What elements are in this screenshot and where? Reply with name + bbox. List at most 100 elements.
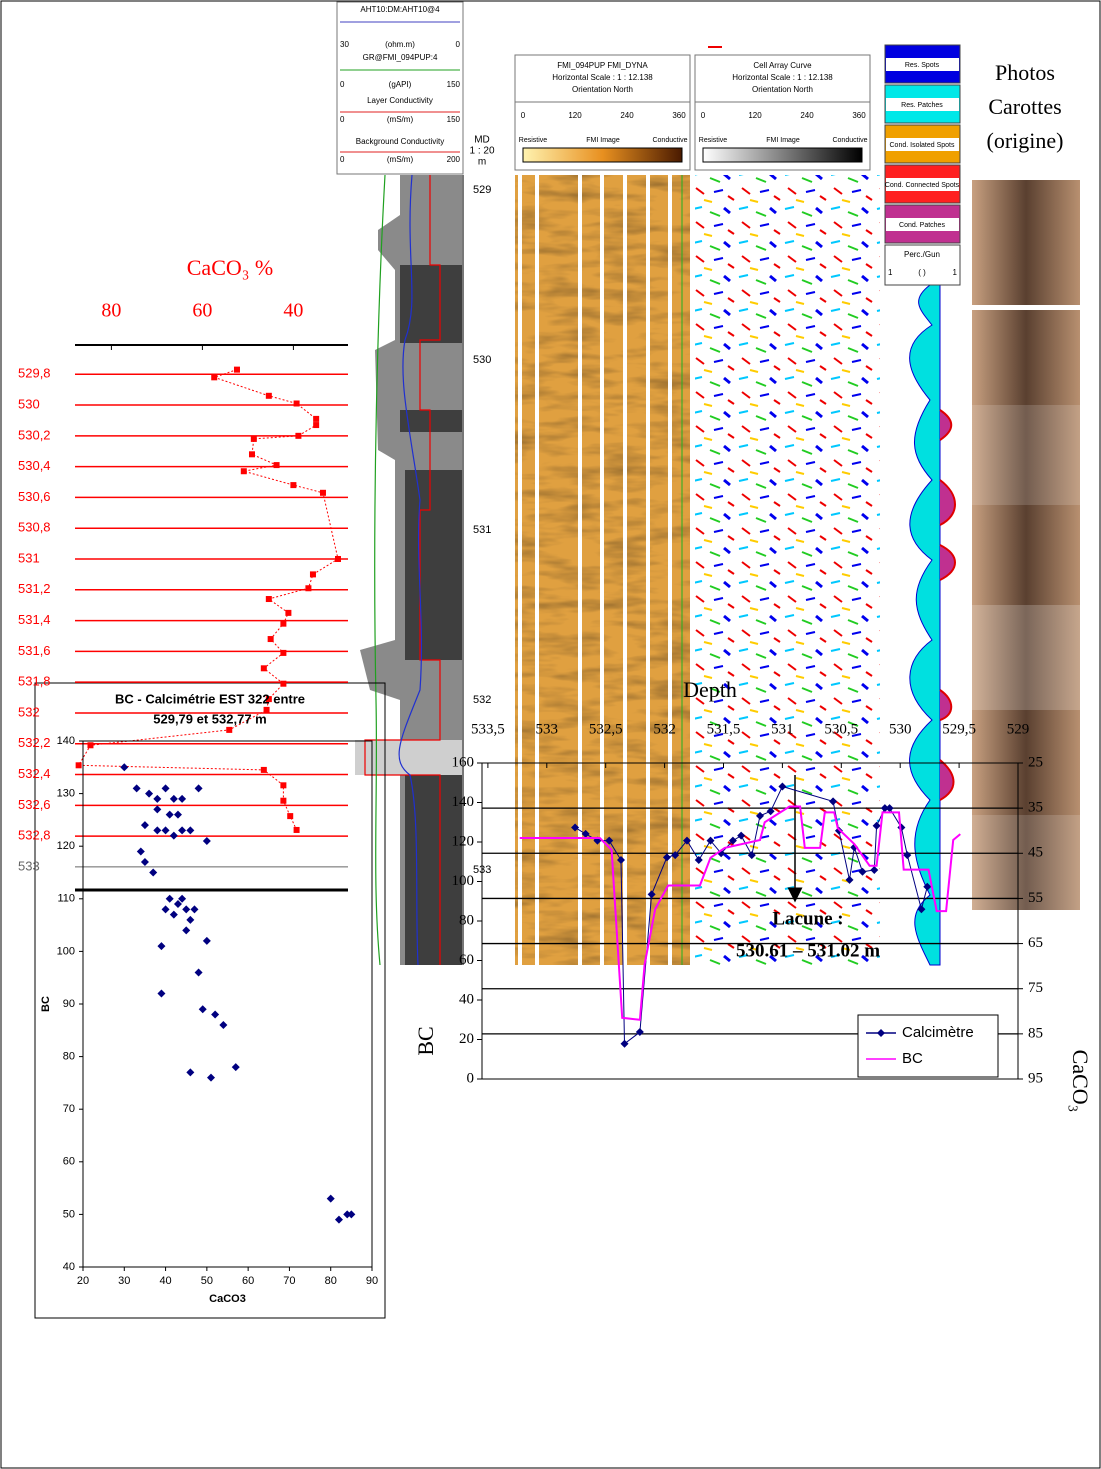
core-photo	[972, 605, 1080, 710]
md-label: MD	[474, 135, 490, 146]
cell-array	[695, 175, 880, 965]
image-header-legend: FMI Image	[766, 137, 800, 144]
x-tick-label: 50	[201, 1275, 213, 1287]
fmi-image	[515, 175, 690, 965]
image-header-scale: 120	[568, 111, 582, 120]
chart-title: CaCO₃ %	[187, 255, 274, 280]
class-label-box	[886, 218, 959, 231]
class-label: Cond. Connected Spots	[885, 182, 960, 189]
track-scale: 0	[340, 155, 345, 164]
track-scale: 150	[447, 80, 461, 89]
data-point	[233, 366, 240, 373]
res-curve	[909, 284, 941, 966]
y-tick-label: 120	[452, 833, 475, 849]
x-tick-label: 40	[159, 1275, 171, 1287]
data-point	[737, 831, 746, 840]
cond-curve	[939, 409, 956, 801]
data-point	[178, 794, 187, 803]
image-header-line: FMI_094PUP FMI_DYNA	[557, 61, 648, 70]
x-tick-label: 40	[283, 300, 303, 322]
data-point	[178, 894, 187, 903]
y-tick-label: 70	[63, 1103, 75, 1115]
image-header-scale: 360	[672, 111, 686, 120]
class-label-box	[886, 58, 959, 71]
class-label: Cond. Isolated Spots	[890, 142, 955, 149]
md-label: 1 : 20	[469, 146, 494, 157]
x-tick-label: 533,5	[471, 721, 505, 737]
data-point	[153, 805, 162, 814]
perc-scale: 1	[953, 268, 958, 277]
y2-tick-label: 25	[1028, 754, 1043, 770]
core-photo	[972, 815, 1080, 910]
data-point	[202, 936, 211, 945]
data-point	[326, 1194, 335, 1203]
y-tick-label: 531	[18, 550, 40, 565]
x-tick-label: 532,5	[589, 721, 623, 737]
image-header-line: Orientation North	[752, 85, 813, 94]
y2-tick-label: 45	[1028, 845, 1043, 861]
track-name: Layer Conductivity	[367, 96, 433, 105]
y-tick-label: 80	[63, 1051, 75, 1063]
image-header-legend: Resistive	[699, 137, 728, 144]
data-point	[198, 1005, 207, 1014]
gr-curve	[374, 174, 386, 966]
y2-tick-label: 65	[1028, 935, 1043, 951]
y-tick-label: 532,6	[18, 797, 51, 812]
data-point	[173, 900, 182, 909]
class-label: Res. Spots	[905, 62, 940, 69]
perc-scale: ( )	[918, 268, 926, 277]
track-scale: 0	[456, 40, 461, 49]
md-label: m	[478, 157, 486, 168]
y2-tick-label: 85	[1028, 1025, 1043, 1041]
image-header-scale: 240	[620, 111, 634, 120]
y-tick-label: 533	[18, 858, 40, 873]
data-point	[250, 435, 257, 442]
data-point	[671, 851, 680, 860]
x-tick-label: 532	[653, 721, 676, 737]
data-point	[140, 821, 149, 830]
perc-label: Perc./Gun	[904, 250, 940, 259]
y-tick-label: 60	[459, 952, 474, 968]
x-tick-label: 529	[1007, 721, 1030, 737]
data-point	[280, 680, 287, 687]
image-header-scale: 0	[701, 111, 706, 120]
x-tick-label: 80	[325, 1275, 337, 1287]
y-tick-label: 529,8	[18, 366, 51, 381]
log-depth-label: 532	[473, 694, 491, 706]
x-tick-label: 70	[283, 1275, 295, 1287]
data-point	[87, 742, 94, 749]
y-tick-label: 40	[63, 1261, 75, 1273]
image-color-bar	[702, 147, 863, 163]
data-point	[343, 1210, 352, 1219]
data-point	[280, 782, 287, 789]
image-header-scale: 360	[852, 111, 866, 120]
data-point	[694, 856, 703, 865]
data-point	[186, 915, 195, 924]
y2-tick-label: 35	[1028, 800, 1043, 816]
core-photo	[972, 505, 1080, 605]
class-label-box	[886, 138, 959, 151]
data-point	[647, 890, 656, 899]
class-label: Res. Patches	[901, 102, 943, 109]
x-tick-label: 60	[192, 300, 212, 322]
data-point	[165, 810, 174, 819]
data-point	[347, 1210, 356, 1219]
data-point	[682, 836, 691, 845]
y-tick-label: 532,8	[18, 828, 51, 843]
data-point	[75, 762, 82, 769]
class-label: Cond. Patches	[899, 222, 945, 229]
y-tick-label: 530	[18, 396, 40, 411]
track-name: Background Conductivity	[356, 137, 445, 146]
data-point	[140, 857, 149, 866]
y-tick-label: 20	[459, 1031, 474, 1047]
track-dark	[405, 470, 463, 660]
data-point	[858, 867, 867, 876]
data-point	[182, 926, 191, 935]
y-tick-label: 140	[57, 735, 75, 747]
data-point	[903, 851, 912, 860]
x-tick-label: 60	[242, 1275, 254, 1287]
y-tick-label: 531,8	[18, 674, 51, 689]
annotation: 530.61 – 531.02 m	[736, 940, 880, 961]
x-tick-label: 533	[536, 721, 559, 737]
data-point	[157, 989, 166, 998]
